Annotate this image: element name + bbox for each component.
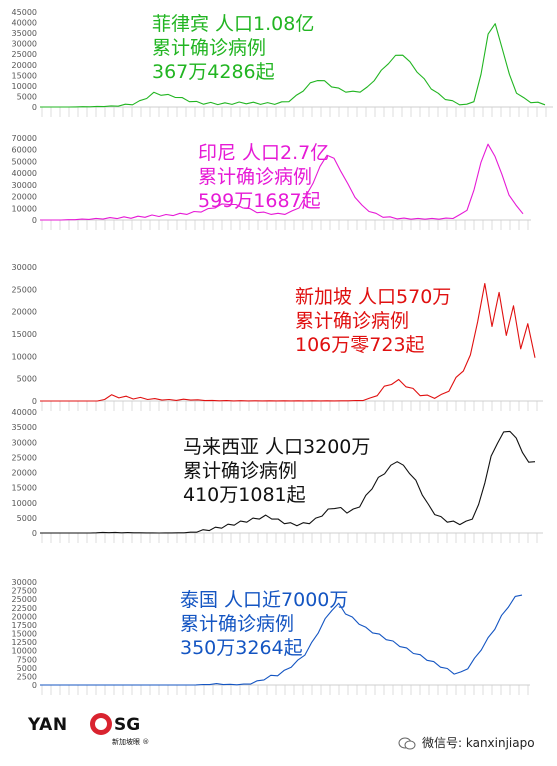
chart-panel-singapore: 0 5000 10000 15000 20000 25000 30000 新加坡 人口570… [0,241,557,411]
y-tick-label: 5000 [17,92,37,101]
chart-thailand: 0250050007500100001250015000175002000022… [12,578,530,695]
y-tick-label: 5000 [17,375,37,384]
y-tick-label: 10000 [12,352,37,361]
y-tick-label: 10000 [12,82,37,91]
annotation-label: 累计确诊病例 [152,37,267,59]
y-tick-label: 35000 [12,423,37,432]
brand-logo: YAN SG 新加坡眼 ® [28,713,158,749]
y-tick-label: 10000 [12,499,37,508]
chart-panel-thailand: 0 2500 5000 7500 10000 12500 15000 17500 20000 22… [0,570,557,715]
annotation-label: 累计确诊病例 [180,613,295,635]
y-tick-label: 17500 [12,621,37,630]
y-tick-label: 2500 [17,672,37,681]
y-tick-label: 30000 [12,40,37,49]
y-tick-label: 25000 [12,595,37,604]
chart-annotation: 泰国 人口近7000万 累计确诊病例 350万3264起 [180,588,348,660]
annotation-title: 新加坡 人口570万 [295,286,452,308]
y-tick-label: 20000 [12,61,37,70]
y-tick-label: 30000 [12,263,37,272]
y-tick-label: 40000 [12,169,37,178]
y-tick-label: 15000 [12,71,37,80]
annotation-total: 367万4286起 [152,61,275,83]
y-tick-label: 27500 [12,587,37,596]
y-tick-label: 60000 [12,146,37,155]
series-line [40,282,536,402]
y-tick-label: 20000 [12,308,37,317]
y-tick-label: 20000 [12,193,37,202]
y-tick-label: 70000 [12,134,37,143]
y-tick-label: 45000 [12,8,37,17]
chart-panel-indonesia: 0 10000 20000 30000 40000 50000 60000 70000 印尼 … [0,128,557,240]
y-tick-label: 30000 [12,438,37,447]
annotation-total: 410万1081起 [183,484,306,506]
y-tick-label: 10000 [12,204,37,213]
y-tick-label: 15000 [12,484,37,493]
y-tick-label: 0 [32,681,37,690]
y-tick-label: 50000 [12,157,37,166]
annotation-total: 106万零723起 [295,334,425,356]
chart-annotation: 菲律宾 人口1.08亿 累计确诊病例 367万4286起 [152,12,314,84]
y-tick-label: 7500 [17,655,37,664]
logo-subtitle: 新加坡眼 ® [112,738,150,746]
chart-annotation: 印尼 人口2.7亿 累计确诊病例 599万1687起 [198,141,329,213]
logo-text-left: YAN [28,715,68,735]
series-line [40,430,536,534]
chart-singapore: 0 5000 10000 15000 20000 25000 30000 [12,263,543,411]
y-tick-label: 0 [32,529,37,538]
chart-panel-philippines: 0 5000 10000 15000 20000 25000 30000 35000 40000… [0,0,557,122]
y-tick-label: 15000 [12,330,37,339]
chart-annotation: 新加坡 人口570万 累计确诊病例 106万零723起 [295,285,451,357]
y-tick-label: 10000 [12,647,37,656]
annotation-total: 599万1687起 [198,190,321,212]
y-tick-label: 30000 [12,181,37,190]
y-tick-label: 5000 [17,664,37,673]
chart-annotation: 马来西亚 人口3200万 累计确诊病例 410万1081起 [183,435,370,507]
y-tick-label: 40000 [12,19,37,28]
y-tick-label: 30000 [12,578,37,587]
chart-indonesia: 0 10000 20000 30000 40000 50000 60000 70000 [12,134,531,230]
annotation-total: 350万3264起 [180,637,303,659]
y-tick-label: 0 [32,397,37,406]
series-line [40,23,546,108]
wechat-id: 微信号: kanxinjiapo [398,734,535,751]
y-tick-label: 22500 [12,604,37,613]
annotation-title: 菲律宾 人口1.08亿 [152,13,315,35]
annotation-title: 马来西亚 人口3200万 [183,436,371,458]
logo-magnifier-icon [90,713,112,735]
y-tick-label: 0 [32,103,37,112]
annotation-label: 累计确诊病例 [198,166,313,188]
y-tick-label: 15000 [12,630,37,639]
chart-malaysia: 0 5000 10000 15000 20000 25000 30000 35000 40000 [12,408,543,543]
y-tick-label: 5000 [17,514,37,523]
y-tick-label: 40000 [12,408,37,417]
chart-panel-malaysia: 0 5000 10000 15000 20000 25000 30000 35000 40000… [0,405,557,550]
wechat-id-text: 微信号: kanxinjiapo [422,736,535,750]
series-line [40,143,524,221]
y-tick-label: 12500 [12,638,37,647]
series-line [40,594,523,686]
y-tick-label: 25000 [12,453,37,462]
y-tick-label: 25000 [12,50,37,59]
y-tick-label: 20000 [12,469,37,478]
y-tick-label: 25000 [12,285,37,294]
logo-text-right: SG [114,715,141,735]
annotation-title: 泰国 人口近7000万 [180,589,349,611]
annotation-label: 累计确诊病例 [295,310,410,332]
y-tick-label: 35000 [12,29,37,38]
annotation-label: 累计确诊病例 [183,460,298,482]
y-tick-label: 20000 [12,612,37,621]
annotation-title: 印尼 人口2.7亿 [198,142,330,164]
y-tick-label: 0 [32,216,37,225]
wechat-icon [398,737,416,750]
